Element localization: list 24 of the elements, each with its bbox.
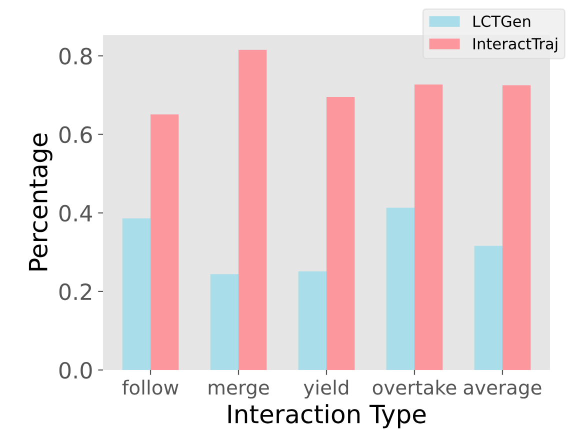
legend-label: InteractTraj (474, 38, 558, 52)
bar (238, 50, 267, 370)
bar (150, 114, 179, 370)
x-tick-label: average (464, 384, 542, 399)
x-axis-title: Interaction Type (228, 404, 426, 428)
y-tick-label: 0.4 (59, 204, 92, 222)
bar (122, 218, 151, 370)
x-tick-label: yield (304, 380, 348, 399)
y-tick-label: 0.2 (59, 283, 92, 300)
y-tick-label: 0.8 (59, 48, 92, 65)
y-tick-label: 0.6 (59, 126, 92, 144)
x-tick-label: follow (122, 380, 178, 395)
bar (326, 97, 355, 370)
bar (298, 271, 326, 370)
bar (474, 246, 502, 370)
y-axis-title: Percentage (28, 134, 52, 270)
y-tick-label: 0.0 (59, 362, 92, 379)
bar (386, 208, 414, 370)
bar (414, 84, 443, 370)
bar (502, 85, 531, 370)
legend-label: LCTGen (474, 16, 530, 28)
x-tick-label: overtake (372, 380, 456, 395)
bar (210, 274, 239, 370)
x-tick-label: merge (208, 384, 269, 399)
